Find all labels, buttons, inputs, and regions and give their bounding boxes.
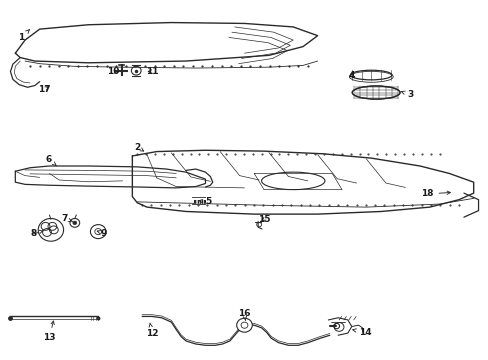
Text: 17: 17 — [38, 85, 51, 94]
Polygon shape — [15, 166, 205, 188]
Text: 14: 14 — [352, 328, 371, 337]
Text: 13: 13 — [43, 321, 56, 342]
Text: 9: 9 — [97, 229, 107, 238]
Text: 5: 5 — [199, 197, 211, 206]
Circle shape — [236, 318, 252, 332]
Text: 12: 12 — [145, 323, 158, 338]
Text: 2: 2 — [134, 143, 143, 152]
Text: 6: 6 — [45, 154, 57, 166]
Text: 11: 11 — [145, 67, 158, 76]
Text: 15: 15 — [257, 215, 270, 224]
Circle shape — [70, 219, 80, 227]
Text: 18: 18 — [420, 189, 449, 198]
Text: 1: 1 — [18, 30, 29, 42]
Text: 16: 16 — [238, 309, 250, 321]
Ellipse shape — [351, 86, 399, 99]
Circle shape — [73, 221, 77, 225]
Text: 7: 7 — [61, 214, 73, 223]
Polygon shape — [132, 150, 473, 214]
Text: 8: 8 — [31, 229, 42, 238]
Text: 3: 3 — [401, 90, 412, 99]
Polygon shape — [15, 23, 317, 63]
Text: 4: 4 — [348, 71, 354, 80]
Text: 10: 10 — [106, 67, 119, 76]
